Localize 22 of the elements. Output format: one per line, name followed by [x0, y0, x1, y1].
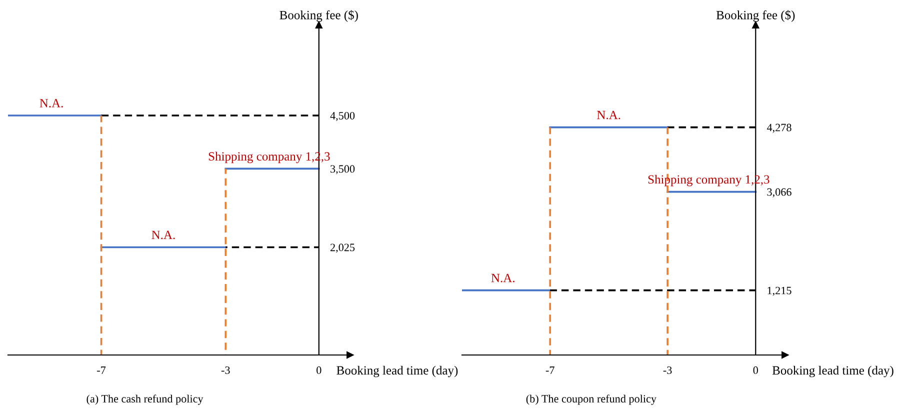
x-tick-label: -7: [546, 366, 554, 374]
annotation: N.A.: [491, 274, 514, 282]
y-tick-label: 3,066: [767, 188, 792, 198]
annotation: N.A.: [597, 110, 620, 120]
text: (b) The coupon refund policy: [526, 394, 656, 405]
y-axis-title: Booking fee ($): [280, 10, 358, 22]
text: (a) The cash refund policy: [86, 394, 204, 405]
y-tick-label: 4,278: [766, 124, 792, 133]
x-tick-label: 0: [753, 366, 758, 374]
y-tick-label: 4,500: [330, 112, 355, 122]
x-axis-title: Booking lead time (day): [336, 366, 458, 378]
x-axis-title: Booking lead time (day): [772, 366, 894, 378]
annotation: N.A.: [40, 99, 63, 108]
y-tick-label: 3,500: [330, 165, 355, 174]
x-tick-label: -3: [221, 366, 230, 374]
x-tick-label: -3: [663, 366, 672, 374]
y-tick-label: 1,215: [768, 286, 792, 296]
annotation: N.A.: [152, 230, 175, 240]
y-tick-label: 2,025: [330, 244, 355, 253]
x-tick-label: 0: [316, 366, 322, 374]
y-axis-title: Booking fee ($): [716, 10, 795, 22]
x-tick-label: -7: [97, 366, 106, 374]
